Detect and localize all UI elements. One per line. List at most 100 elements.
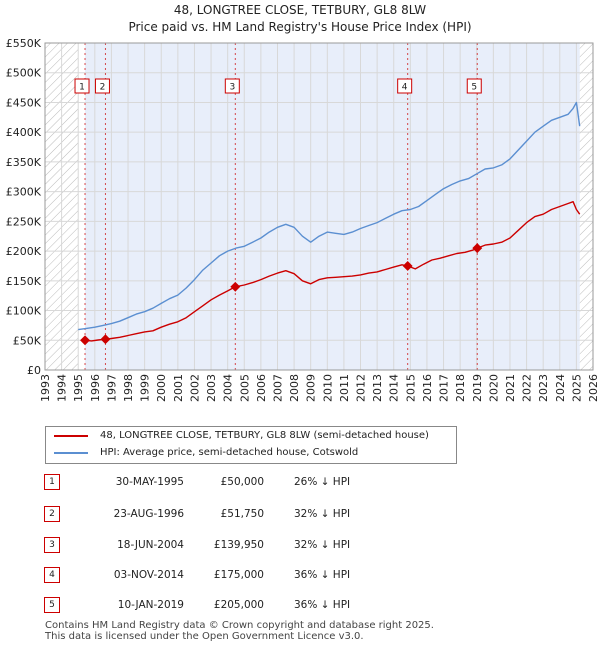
- hatched-range: [579, 43, 593, 370]
- sale-number-badge: 5: [44, 597, 60, 613]
- sale-date: 18-JUN-2004: [117, 539, 184, 551]
- sale-price: £175,000: [213, 569, 264, 581]
- legend-label-hpi: HPI: Average price, semi-detached house,…: [100, 447, 359, 458]
- sale-hpi-diff: 32% ↓ HPI: [294, 508, 351, 520]
- x-tick-label: 2019: [471, 374, 484, 402]
- sale-number-badge: 4: [44, 567, 60, 583]
- y-tick-label: £200K: [6, 245, 42, 258]
- shaded-range: [85, 43, 580, 370]
- hpi-line: [78, 101, 581, 331]
- sale-label-text: 1: [79, 83, 85, 93]
- x-tick-label: 2010: [321, 374, 334, 402]
- table-row: 1 30-MAY-1995 £50,000 26% ↓ HPI: [44, 472, 464, 492]
- footer-licence: This data is licensed under the Open Gov…: [45, 631, 364, 642]
- sale-label-box: [94, 78, 110, 94]
- y-tick-label: £300K: [6, 186, 42, 199]
- table-row: 4 03-NOV-2014 £175,000 36% ↓ HPI: [44, 565, 464, 585]
- x-tick-label: 2008: [288, 374, 301, 402]
- sale-label-box: [397, 78, 413, 94]
- x-tick-label: 2016: [421, 374, 434, 402]
- price-paid-line: [84, 200, 581, 342]
- x-tick-label: 1997: [105, 374, 118, 402]
- sale-date: 23-AUG-1996: [113, 508, 184, 520]
- legend: 48, LONGTREE CLOSE, TETBURY, GL8 8LW (se…: [45, 426, 457, 464]
- y-tick-label: £150K: [6, 275, 42, 288]
- x-tick-label: 2023: [537, 374, 550, 402]
- x-tick-label: 1994: [56, 374, 69, 402]
- sale-label-text: 2: [100, 83, 106, 93]
- chart-title-block: 48, LONGTREE CLOSE, TETBURY, GL8 8LW Pri…: [0, 2, 600, 36]
- sale-hpi-diff: 36% ↓ HPI: [294, 599, 351, 611]
- sale-price: £205,000: [213, 599, 264, 611]
- x-tick-label: 2009: [305, 374, 318, 402]
- x-tick-label: 2000: [155, 374, 168, 402]
- sale-label-box: [74, 78, 90, 94]
- sale-label-text: 4: [402, 83, 408, 93]
- legend-swatch-hpi: [54, 452, 88, 454]
- x-tick-label: 2017: [438, 374, 451, 402]
- sale-point: [472, 243, 483, 254]
- x-tick-label: 2012: [355, 374, 368, 402]
- chart-subtitle: Price paid vs. HM Land Registry's House …: [128, 20, 472, 34]
- x-tick-label: 2004: [222, 374, 235, 402]
- table-row: 2 23-AUG-1996 £51,750 32% ↓ HPI: [44, 504, 464, 524]
- x-tick-label: 2002: [188, 374, 201, 402]
- sale-date: 03-NOV-2014: [113, 569, 184, 581]
- x-tick-label: 2001: [172, 374, 185, 402]
- x-tick-label: 1998: [122, 374, 135, 402]
- y-tick-label: £250K: [6, 215, 42, 228]
- x-tick-label: 2026: [587, 374, 600, 402]
- x-tick-label: 2020: [487, 374, 500, 402]
- x-tick-label: 1996: [89, 374, 102, 402]
- legend-swatch-property: [54, 435, 88, 437]
- footer-copyright: Contains HM Land Registry data © Crown c…: [45, 620, 434, 631]
- table-row: 3 18-JUN-2004 £139,950 32% ↓ HPI: [44, 535, 464, 555]
- table-row: 5 10-JAN-2019 £205,000 36% ↓ HPI: [44, 595, 464, 615]
- sale-price: £51,750: [220, 508, 264, 520]
- sale-label-text: 3: [229, 83, 235, 93]
- y-tick-label: £50K: [13, 334, 42, 347]
- y-tick-label: £350K: [6, 156, 42, 169]
- x-tick-label: 2024: [554, 374, 567, 402]
- x-tick-label: 2015: [404, 374, 417, 402]
- x-tick-label: 2007: [271, 374, 284, 402]
- sale-number-badge: 3: [44, 537, 60, 553]
- x-tick-label: 2025: [570, 374, 583, 402]
- y-tick-label: £400K: [6, 126, 42, 139]
- x-tick-label: 2022: [521, 374, 534, 402]
- sale-hpi-diff: 26% ↓ HPI: [294, 476, 351, 488]
- y-tick-label: £450K: [6, 96, 42, 109]
- sale-label-text: 5: [471, 83, 477, 93]
- sale-hpi-diff: 36% ↓ HPI: [294, 569, 351, 581]
- x-tick-label: 2003: [205, 374, 218, 402]
- sale-date: 30-MAY-1995: [115, 476, 184, 488]
- sale-number-badge: 1: [44, 474, 60, 490]
- footer: Contains HM Land Registry data © Crown c…: [45, 620, 434, 642]
- x-tick-label: 2006: [255, 374, 268, 402]
- plot-border: [44, 42, 594, 371]
- sale-hpi-diff: 32% ↓ HPI: [294, 539, 351, 551]
- price-chart: 1 2 3 4 5 £0 £50K £100K £150K £200K £250K £300K £35…: [6, 37, 600, 402]
- sale-price: £50,000: [220, 476, 264, 488]
- y-tick-label: £0: [27, 364, 41, 377]
- sale-price: £139,950: [213, 539, 264, 551]
- y-tick-label: £500K: [6, 67, 42, 80]
- y-tick-label: £100K: [6, 305, 42, 318]
- x-tick-label: 2018: [454, 374, 467, 402]
- sale-point: [402, 261, 413, 271]
- x-tick-label: 2013: [371, 374, 384, 402]
- sale-number-badge: 2: [44, 506, 60, 522]
- x-tick-label: 2011: [338, 374, 351, 402]
- legend-label-property: 48, LONGTREE CLOSE, TETBURY, GL8 8LW (se…: [100, 430, 429, 441]
- y-tick-label: £550K: [6, 37, 42, 50]
- x-tick-label: 1993: [39, 374, 52, 402]
- x-tick-label: 1995: [72, 374, 85, 402]
- x-tick-label: 2014: [388, 374, 401, 402]
- sale-point: [230, 281, 241, 292]
- x-tick-label: 1999: [139, 374, 152, 402]
- sale-label-box: [224, 78, 240, 94]
- x-tick-label: 2021: [504, 374, 517, 402]
- chart-title: 48, LONGTREE CLOSE, TETBURY, GL8 8LW: [173, 3, 427, 17]
- sale-label-box: [466, 78, 482, 94]
- x-tick-label: 2005: [238, 374, 251, 402]
